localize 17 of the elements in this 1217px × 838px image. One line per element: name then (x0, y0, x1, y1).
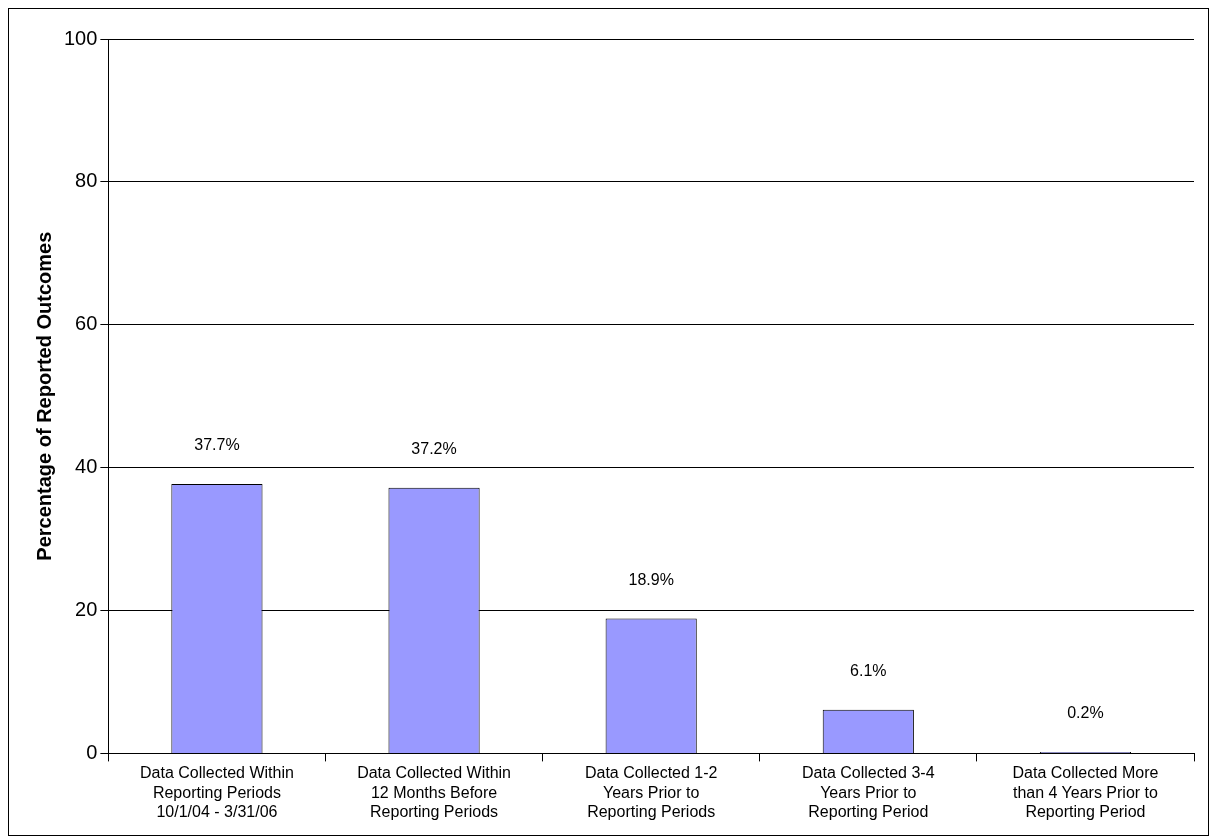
y-tick-label: 0 (86, 740, 98, 763)
y-tick-label: 100 (63, 26, 98, 49)
data-label: 18.9% (628, 570, 674, 588)
x-tick-label: Data Collected Within Reporting Periods 10/1/04 - 3/31/06 (140, 764, 294, 820)
y-tick-label: 20 (75, 598, 98, 621)
data-label: 0.2% (1067, 704, 1104, 722)
y-axis-title: Percentage of Reported Outcomes (32, 231, 55, 561)
data-label: 6.1% (850, 662, 887, 680)
y-tick-label: 40 (75, 455, 98, 478)
x-tick-label: Data Collected More than 4 Years Prior to Reporting Period (1012, 764, 1159, 820)
data-label: 37.2% (411, 440, 457, 458)
data-label: 37.7% (194, 436, 240, 454)
x-tick-label: Data Collected 3-4 Years Prior to Reporting Period (802, 764, 935, 820)
x-tick-label: Data Collected Within 12 Months Before Reporting Periods (357, 764, 511, 820)
x-tick-label: Data Collected 1-2 Years Prior to Reporting Periods (584, 764, 718, 820)
y-tick-label: 60 (75, 312, 98, 335)
y-tick-label: 80 (75, 169, 98, 192)
